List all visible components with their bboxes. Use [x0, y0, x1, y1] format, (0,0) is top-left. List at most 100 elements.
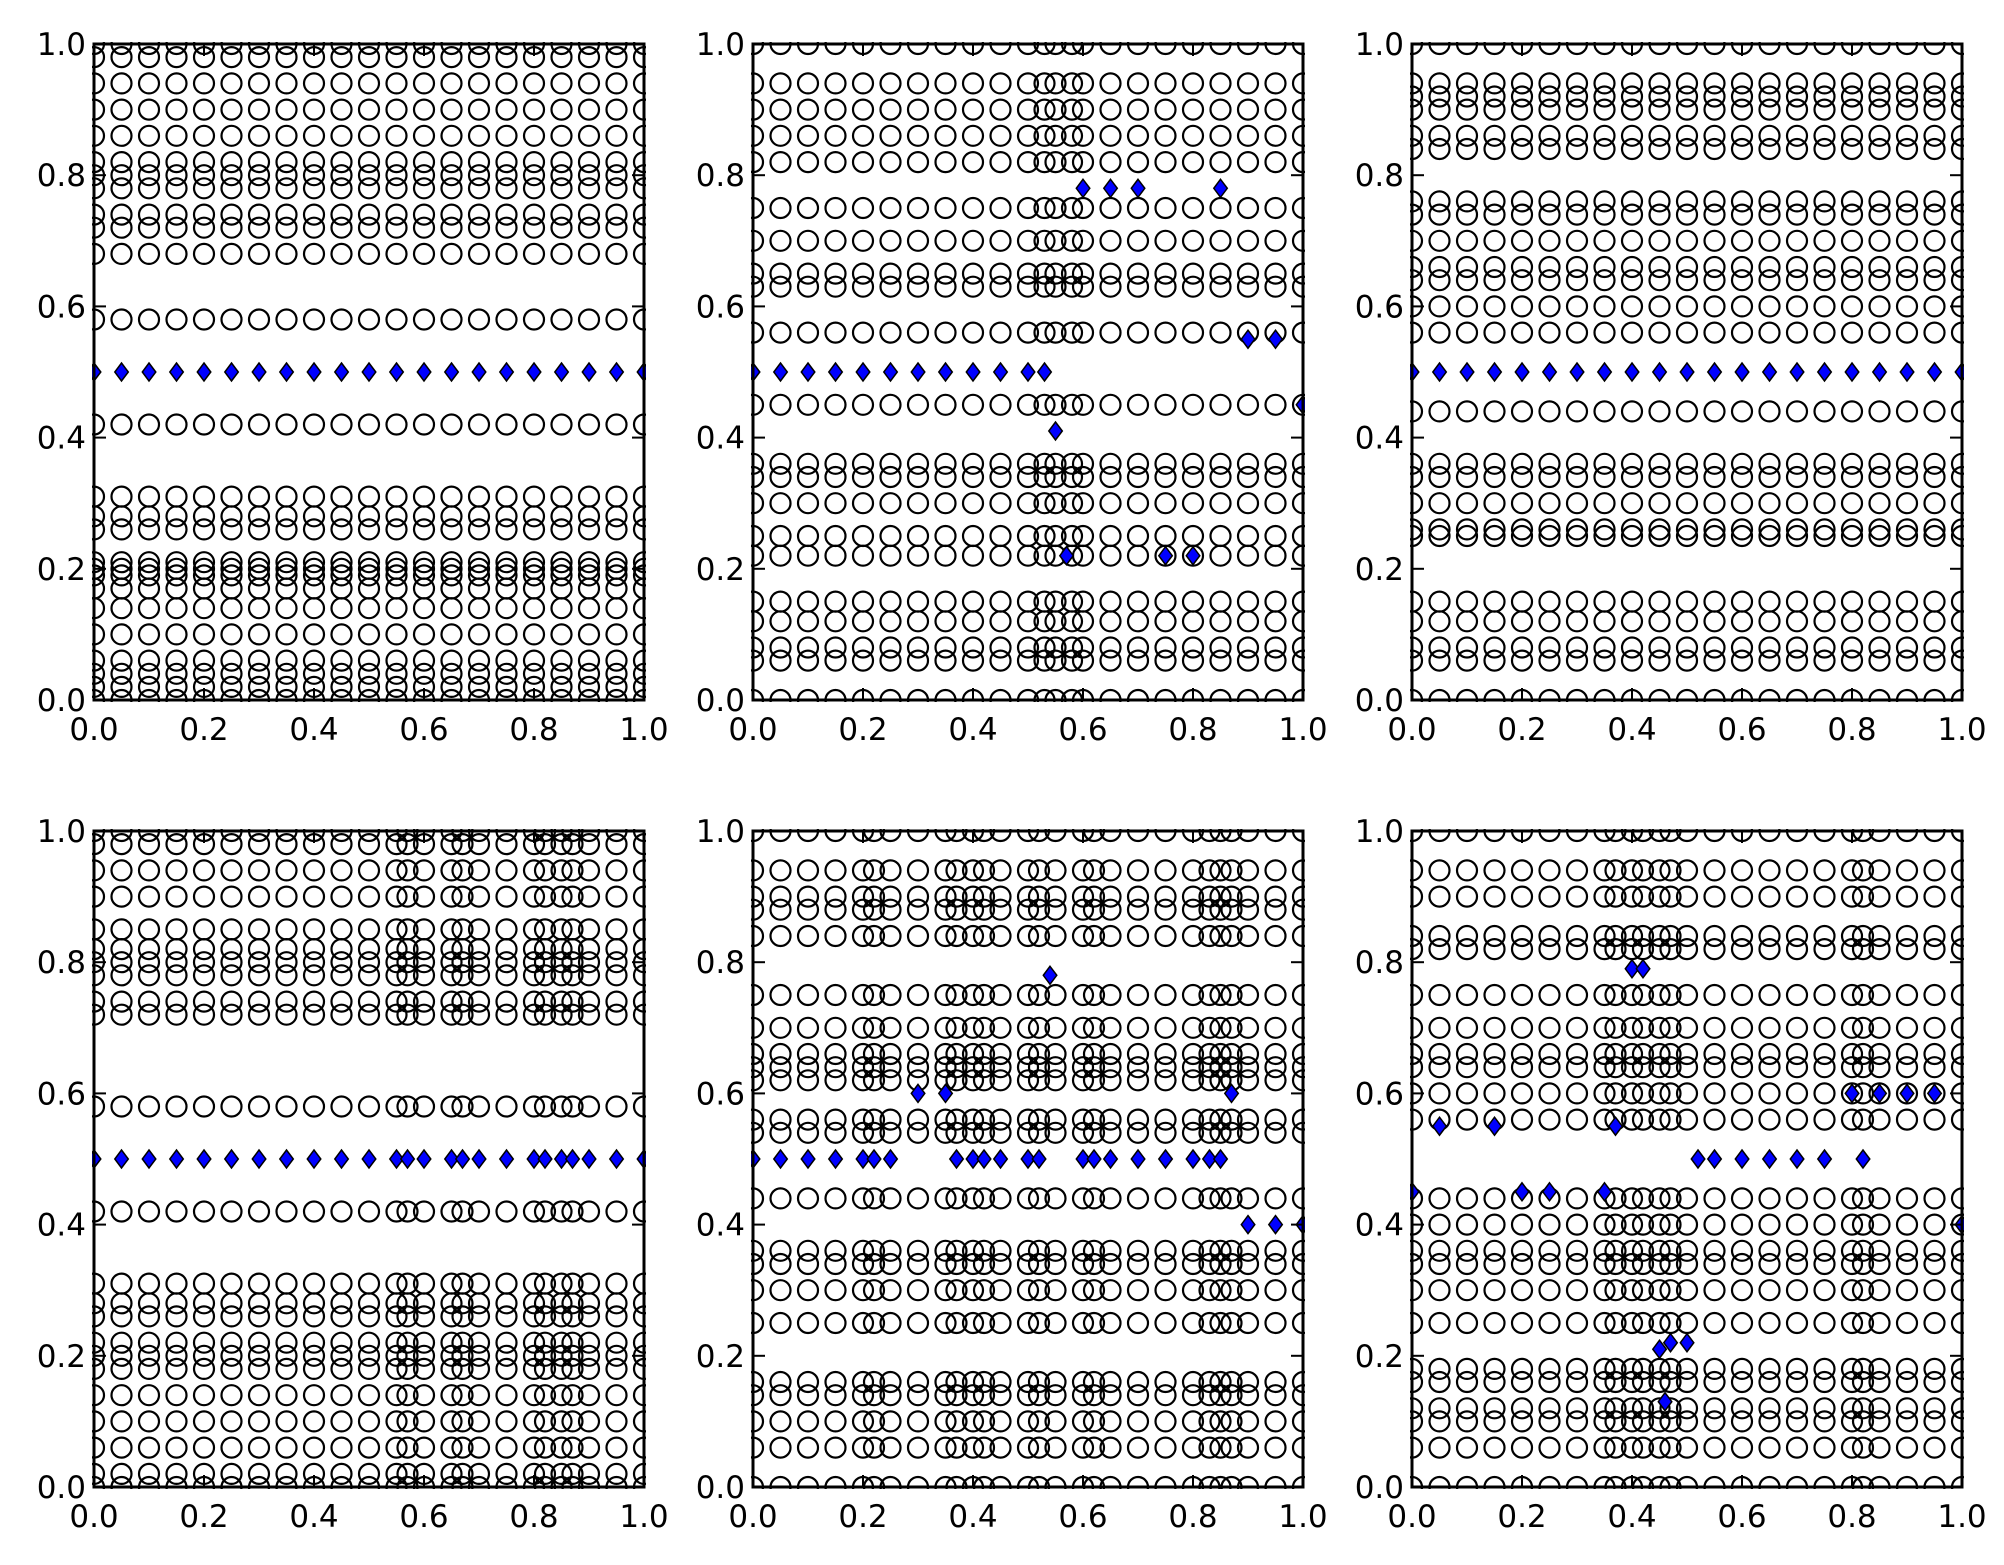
circle-point — [110, 1200, 133, 1223]
circle-point — [1455, 1370, 1479, 1394]
circle-point — [220, 1357, 243, 1381]
diamond-point — [882, 1148, 899, 1170]
circle-point — [1510, 98, 1534, 121]
circle-point — [1840, 1410, 1864, 1433]
circle-point — [1813, 321, 1836, 344]
circle-point — [522, 1305, 546, 1328]
circle-point — [862, 1056, 886, 1079]
circle-point — [110, 564, 133, 587]
circle-point — [1264, 1016, 1287, 1039]
circle-point — [451, 885, 474, 908]
circle-point — [1840, 492, 1864, 515]
circle-point — [945, 1311, 968, 1335]
circle-point — [1099, 590, 1122, 613]
circle-point — [796, 196, 820, 220]
diamond-point — [965, 1148, 981, 1170]
circle-point — [1264, 1121, 1287, 1144]
circle-point — [1099, 898, 1122, 921]
circle-point — [1923, 98, 1946, 121]
circle-point — [934, 452, 957, 475]
circle-point — [1620, 72, 1644, 95]
circle-point — [1264, 1187, 1287, 1210]
circle-point — [1510, 885, 1534, 908]
circle-point — [1016, 1016, 1040, 1039]
circle-point — [972, 1108, 996, 1131]
circle-point — [1236, 196, 1260, 220]
circle-point — [1593, 983, 1616, 1007]
circle-point — [851, 492, 875, 515]
circle-point — [605, 1344, 628, 1367]
circle-point — [1538, 255, 1561, 279]
circle-point — [110, 164, 133, 187]
circle-point — [796, 1016, 820, 1039]
circle-point — [192, 1272, 216, 1295]
circle-point — [550, 518, 573, 541]
circle-point — [1099, 124, 1122, 147]
circle-point — [247, 885, 271, 908]
circle-point — [1868, 518, 1891, 541]
circle-point — [550, 662, 573, 685]
circle-point — [1648, 1436, 1671, 1459]
circle-point — [137, 216, 161, 239]
circle-point — [577, 164, 601, 187]
circle-point — [879, 898, 902, 921]
circle-point — [247, 1357, 271, 1381]
circle-point — [357, 242, 381, 265]
circle-point — [330, 164, 353, 187]
circle-point — [1016, 590, 1040, 613]
circle-point — [769, 1370, 792, 1394]
circle-point — [550, 623, 573, 646]
circle-point — [1027, 898, 1051, 921]
circle-point — [550, 918, 573, 941]
circle-point — [1126, 72, 1150, 95]
circle-point — [550, 413, 573, 436]
circle-point — [330, 485, 353, 508]
circle-point — [1082, 1436, 1106, 1459]
circle-point — [1593, 1397, 1616, 1420]
circle-point — [1483, 98, 1506, 121]
circle-point — [357, 918, 381, 941]
circle-point — [824, 636, 847, 659]
circle-point — [495, 1384, 518, 1407]
circle-point — [192, 151, 216, 174]
circle-point — [796, 229, 820, 252]
circle-point — [1220, 1436, 1243, 1459]
circle-point — [906, 1311, 930, 1335]
circle-point — [1126, 898, 1150, 921]
circle-point — [851, 1410, 875, 1433]
circle-point — [396, 1462, 419, 1486]
circle-point — [1220, 1121, 1243, 1144]
circle-point — [247, 551, 271, 574]
circle-point — [533, 1003, 557, 1026]
circle-point — [357, 518, 381, 541]
diamond-point — [1816, 361, 1833, 383]
circle-point — [934, 1239, 957, 1262]
diamond-point — [800, 361, 816, 383]
circle-point — [851, 1187, 875, 1210]
circle-point — [330, 675, 353, 699]
circle-point — [1264, 1108, 1287, 1131]
circle-point — [1631, 1082, 1655, 1105]
circle-point — [796, 393, 820, 416]
circle-point — [972, 1279, 996, 1302]
circle-point — [1895, 1370, 1919, 1394]
circle-point — [1868, 1016, 1891, 1039]
circle-point — [1785, 885, 1809, 908]
circle-point — [396, 1095, 419, 1118]
circle-point — [605, 623, 628, 646]
circle-point — [1209, 1056, 1232, 1079]
circle-point — [522, 124, 546, 147]
circle-point — [1071, 1252, 1095, 1276]
circle-point — [769, 393, 792, 416]
circle-point — [851, 393, 875, 416]
circle-point — [1044, 275, 1067, 298]
circle-point — [1209, 1069, 1232, 1092]
circle-point — [330, 1357, 353, 1381]
circle-point — [1126, 1056, 1150, 1079]
circle-point — [1181, 1042, 1205, 1066]
circle-point — [1071, 524, 1095, 548]
circle-point — [1510, 1239, 1534, 1262]
circle-point — [796, 1056, 820, 1079]
circle-point — [522, 1200, 546, 1223]
diamond-point — [1020, 1148, 1036, 1170]
